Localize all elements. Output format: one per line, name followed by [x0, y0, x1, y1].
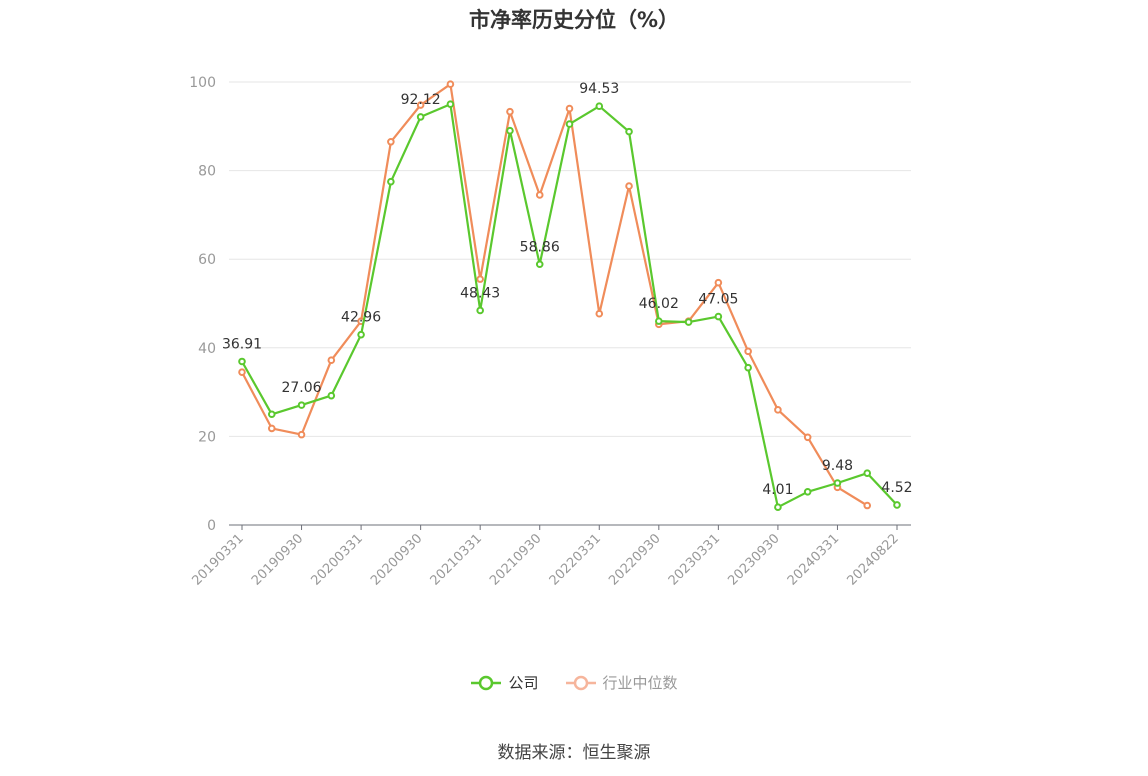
data-point-industry: [267, 424, 276, 433]
data-point-company: [565, 120, 574, 128]
x-tick-label: 20220930: [606, 531, 663, 588]
data-point-company: [327, 391, 336, 400]
axes: 0 20 40 60 80 100 20190331 20190930 20200331 2020…: [189, 75, 911, 589]
legend: 公司 行业中位数: [0, 672, 1148, 693]
grid-lines: [229, 81, 911, 437]
data-label: 46.02: [639, 296, 679, 312]
legend-item-industry[interactable]: 行业中位数: [565, 672, 678, 693]
data-point-industry: [416, 101, 425, 109]
data-point-industry: [744, 347, 752, 356]
data-labels: 36.91 27.06 42.96 92.12 48.43 58.86 94.53 46.02…: [222, 81, 913, 498]
data-label: 42.96: [341, 310, 381, 326]
y-tick-label: 40: [198, 341, 216, 357]
y-tick-label: 60: [198, 252, 216, 268]
data-point-company: [267, 410, 276, 419]
series-layer: [238, 80, 901, 512]
data-label: 47.05: [698, 292, 738, 308]
y-tick-label: 80: [198, 164, 216, 180]
data-point-company: [655, 317, 663, 325]
data-point-industry: [595, 309, 604, 318]
x-tick-label: 20200930: [368, 531, 425, 588]
data-point-company: [774, 503, 782, 512]
data-point-industry: [803, 433, 812, 442]
legend-industry-label: 行业中位数: [602, 674, 678, 692]
data-point-company: [416, 113, 425, 121]
data-point-industry: [238, 368, 246, 376]
data-point-company: [863, 469, 872, 477]
y-tick-label: 100: [189, 75, 216, 91]
data-point-industry: [297, 430, 306, 439]
data-label: 9.48: [822, 458, 853, 474]
data-label: 92.12: [401, 92, 441, 108]
chart-title: 市净率历史分位（%）: [468, 8, 680, 32]
series-line-company: [241, 103, 898, 509]
data-point-company: [535, 260, 544, 269]
data-point-company: [595, 102, 604, 111]
data-point-company: [476, 306, 484, 315]
data-point-industry: [387, 138, 395, 146]
y-tick-label: 0: [207, 518, 216, 534]
data-point-company: [893, 501, 901, 509]
x-tick-label: 20210331: [428, 531, 485, 588]
data-point-company: [387, 177, 395, 186]
x-tick-label: 20220331: [547, 531, 604, 588]
data-label: 4.01: [762, 482, 793, 498]
data-label: 27.06: [281, 380, 321, 396]
data-point-company: [297, 401, 306, 409]
data-point-company: [714, 312, 723, 321]
legend-item-company[interactable]: 公司: [470, 672, 539, 693]
x-tick-label: 20190331: [189, 531, 246, 588]
x-tick-label: 20230930: [725, 531, 782, 588]
legend-company-icon: [471, 675, 502, 690]
data-point-industry: [714, 278, 723, 287]
data-point-company: [833, 479, 842, 487]
data-point-company: [506, 126, 514, 135]
data-point-industry: [446, 80, 455, 89]
data-point-industry: [327, 356, 336, 365]
data-point-industry: [863, 501, 872, 510]
data-point-industry: [565, 104, 574, 113]
x-tick-label: 20190930: [249, 531, 306, 588]
data-label: 36.91: [222, 336, 262, 352]
x-tick-label: 20230331: [666, 531, 723, 588]
data-point-company: [744, 363, 752, 372]
x-tick-label: 20210930: [487, 531, 544, 588]
legend-industry-icon: [565, 675, 596, 690]
legend-company-label: 公司: [508, 674, 539, 692]
data-point-company: [357, 330, 365, 339]
data-point-industry: [774, 406, 782, 414]
data-point-industry: [506, 107, 514, 116]
data-point-company: [238, 357, 246, 366]
data-source: 数据来源：恒生聚源: [497, 743, 651, 763]
data-label: 48.43: [460, 285, 500, 301]
data-label: 94.53: [579, 81, 619, 97]
x-tick-label: 20200331: [309, 531, 366, 588]
series-line-industry: [241, 83, 868, 507]
data-label: 4.52: [881, 480, 912, 496]
data-point-company: [684, 318, 693, 326]
x-tick-label: 20240331: [785, 531, 842, 588]
x-tick-label: 20240822: [844, 531, 901, 588]
data-point-company: [803, 487, 812, 496]
data-label: 58.86: [520, 239, 560, 255]
y-tick-label: 20: [198, 429, 216, 445]
data-point-company: [625, 127, 633, 136]
data-point-industry: [625, 182, 633, 190]
data-point-industry: [476, 275, 484, 283]
data-point-industry: [535, 191, 544, 199]
data-point-company: [446, 100, 455, 108]
